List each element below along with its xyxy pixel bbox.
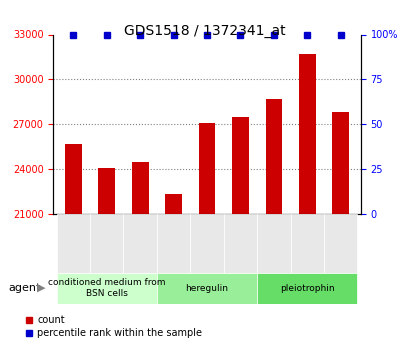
Text: pleiotrophin: pleiotrophin xyxy=(279,284,334,293)
FancyBboxPatch shape xyxy=(123,214,157,273)
Bar xyxy=(265,99,281,345)
Legend: count, percentile rank within the sample: count, percentile rank within the sample xyxy=(25,315,202,338)
FancyBboxPatch shape xyxy=(157,214,190,273)
Text: GDS1518 / 1372341_at: GDS1518 / 1372341_at xyxy=(124,24,285,38)
FancyBboxPatch shape xyxy=(256,273,357,304)
Text: conditioned medium from
BSN cells: conditioned medium from BSN cells xyxy=(48,278,165,298)
Bar xyxy=(165,195,182,345)
FancyBboxPatch shape xyxy=(56,273,157,304)
FancyBboxPatch shape xyxy=(256,214,290,273)
Bar xyxy=(332,112,348,345)
FancyBboxPatch shape xyxy=(56,214,90,273)
Bar xyxy=(231,117,248,345)
FancyBboxPatch shape xyxy=(323,214,357,273)
Text: agent: agent xyxy=(8,283,40,293)
Bar xyxy=(65,144,81,345)
Text: heregulin: heregulin xyxy=(185,284,228,293)
Bar xyxy=(132,161,148,345)
Bar xyxy=(298,54,315,345)
FancyBboxPatch shape xyxy=(90,214,123,273)
FancyBboxPatch shape xyxy=(190,214,223,273)
FancyBboxPatch shape xyxy=(157,273,256,304)
Bar xyxy=(198,123,215,345)
Bar xyxy=(98,168,115,345)
FancyBboxPatch shape xyxy=(290,214,323,273)
Text: ▶: ▶ xyxy=(37,283,45,293)
FancyBboxPatch shape xyxy=(223,214,256,273)
